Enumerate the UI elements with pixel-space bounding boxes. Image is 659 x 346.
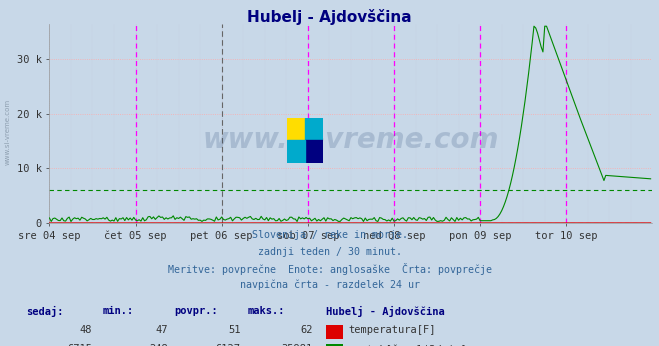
Bar: [304, 118, 323, 140]
Text: povpr.:: povpr.:: [175, 306, 218, 316]
Text: www.si-vreme.com: www.si-vreme.com: [203, 126, 499, 154]
Text: www.si-vreme.com: www.si-vreme.com: [5, 98, 11, 165]
Text: 6715: 6715: [67, 344, 92, 346]
Text: Meritve: povprečne  Enote: anglosaške  Črta: povprečje: Meritve: povprečne Enote: anglosaške Črt…: [167, 263, 492, 275]
Text: 51: 51: [228, 325, 241, 335]
Text: min.:: min.:: [102, 306, 133, 316]
Text: navpična črta - razdelek 24 ur: navpična črta - razdelek 24 ur: [239, 280, 420, 290]
Text: sedaj:: sedaj:: [26, 306, 64, 317]
Text: 35981: 35981: [282, 344, 313, 346]
Text: zadnji teden / 30 minut.: zadnji teden / 30 minut.: [258, 247, 401, 257]
Text: 48: 48: [80, 325, 92, 335]
Text: pretok[čevelj3/min]: pretok[čevelj3/min]: [348, 344, 467, 346]
Text: 248: 248: [150, 344, 168, 346]
Text: 6127: 6127: [215, 344, 241, 346]
Bar: [287, 118, 304, 140]
Text: maks.:: maks.:: [247, 306, 285, 316]
Text: Slovenija / reke in morje.: Slovenija / reke in morje.: [252, 230, 407, 240]
Bar: [304, 140, 323, 163]
Text: Hubelj - Ajdovščina: Hubelj - Ajdovščina: [247, 9, 412, 25]
Bar: [287, 140, 304, 163]
Text: Hubelj - Ajdovščina: Hubelj - Ajdovščina: [326, 306, 445, 317]
Text: temperatura[F]: temperatura[F]: [348, 325, 436, 335]
Text: 62: 62: [301, 325, 313, 335]
Text: 47: 47: [156, 325, 168, 335]
